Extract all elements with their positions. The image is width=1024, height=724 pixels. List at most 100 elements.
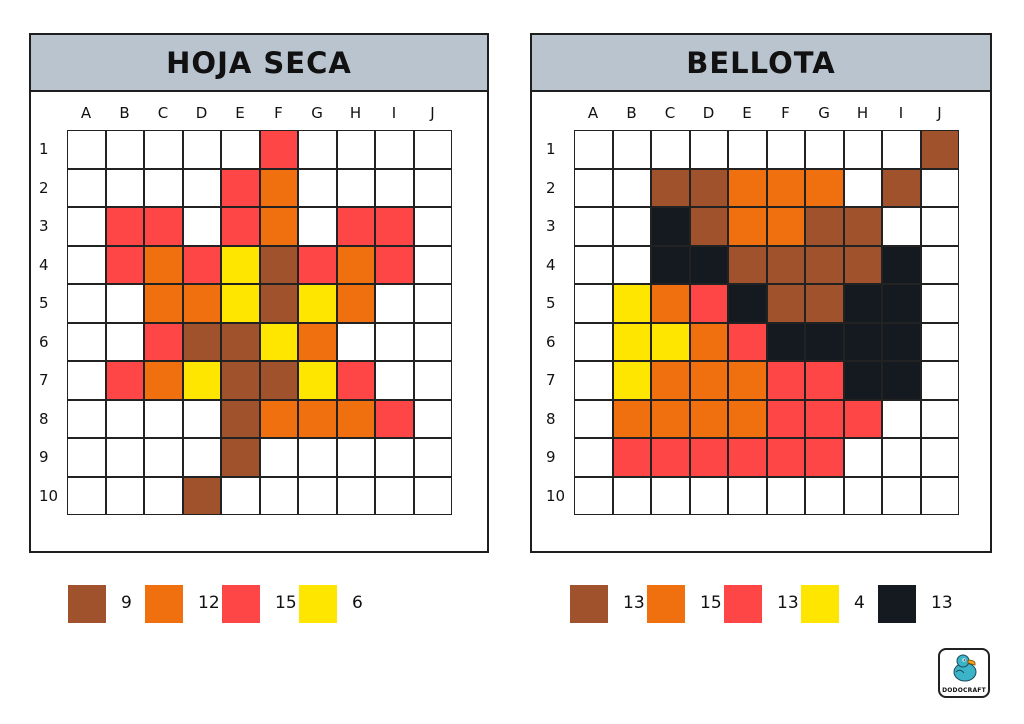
grid-cell xyxy=(612,130,651,169)
grid-cell xyxy=(221,130,260,169)
legend-swatch xyxy=(878,585,916,623)
grid-cell xyxy=(766,168,805,207)
column-label: H xyxy=(349,104,362,122)
grid-cell xyxy=(651,361,690,400)
grid-cell xyxy=(920,284,959,323)
legend-swatch xyxy=(647,585,685,623)
grid-cell xyxy=(574,438,613,477)
row-label: 5 xyxy=(546,294,556,312)
grid-cell xyxy=(882,438,921,477)
grid-cell xyxy=(259,168,298,207)
grid-cell xyxy=(651,322,690,361)
grid-cell xyxy=(728,130,767,169)
grid-cell xyxy=(182,399,221,438)
puzzle-panel-hoja-seca: HOJA SECA A B C D E F G H I J 1 2 3 4 5 6 7 8 9 10 xyxy=(29,33,489,553)
grid-cell xyxy=(689,245,728,284)
row-label: 1 xyxy=(546,140,556,158)
grid-cell xyxy=(689,284,728,323)
grid-cell xyxy=(144,168,183,207)
grid-cell xyxy=(920,361,959,400)
legend-swatch xyxy=(68,585,106,623)
grid-cell xyxy=(182,322,221,361)
grid-cell xyxy=(612,207,651,246)
grid-cell xyxy=(766,207,805,246)
grid-cell xyxy=(728,245,767,284)
grid-cell xyxy=(805,438,844,477)
grid-cell xyxy=(651,399,690,438)
grid-cell xyxy=(766,438,805,477)
grid-cell xyxy=(298,361,337,400)
grid-cell xyxy=(651,207,690,246)
grid-cell xyxy=(843,245,882,284)
grid-cell xyxy=(843,399,882,438)
row-label: 6 xyxy=(546,332,556,351)
grid-cell xyxy=(144,361,183,400)
legend-count: 4 xyxy=(854,593,865,613)
column-label: D xyxy=(702,104,715,122)
grid-cell xyxy=(843,476,882,515)
grid-cell xyxy=(766,284,805,323)
grid-cell xyxy=(882,361,921,400)
grid-cell xyxy=(728,476,767,515)
grid-cell xyxy=(728,438,767,477)
puzzle-panel-bellota: BELLOTA A B C D E F G H I J 1 2 3 4 5 6 7 8 9 10 xyxy=(530,33,992,553)
grid-cell xyxy=(766,399,805,438)
column-label: J xyxy=(937,104,942,122)
grid-cell xyxy=(105,168,144,207)
row-label: 4 xyxy=(546,255,556,274)
grid-cell xyxy=(651,476,690,515)
column-label: F xyxy=(274,104,283,122)
column-label: C xyxy=(157,104,169,122)
grid-cell xyxy=(144,476,183,515)
row-label: 8 xyxy=(39,409,49,428)
puzzle-title: HOJA SECA xyxy=(31,35,487,92)
grid-cell xyxy=(689,361,728,400)
logo-wordmark: DODOCRAFT xyxy=(942,687,986,694)
grid-cell xyxy=(67,322,106,361)
grid-cell xyxy=(574,207,613,246)
legend-count: 9 xyxy=(121,593,132,613)
grid-cell xyxy=(375,322,414,361)
row-label: 9 xyxy=(39,448,49,466)
grid-cell xyxy=(651,284,690,323)
grid-cell xyxy=(805,476,844,515)
grid-cell xyxy=(413,245,452,284)
grid-cell xyxy=(805,322,844,361)
grid-cell xyxy=(574,361,613,400)
grid-cell xyxy=(612,284,651,323)
row-label: 1 xyxy=(39,140,49,158)
grid-cell xyxy=(221,284,260,323)
grid-cell xyxy=(144,284,183,323)
grid-cell xyxy=(920,207,959,246)
grid-cell xyxy=(574,284,613,323)
grid-cell xyxy=(144,438,183,477)
row-label: 3 xyxy=(39,217,49,235)
grid-cell xyxy=(298,168,337,207)
grid-cell xyxy=(413,476,452,515)
grid-cell xyxy=(612,476,651,515)
grid-cell xyxy=(375,168,414,207)
grid-cell xyxy=(105,207,144,246)
grid-cell xyxy=(882,207,921,246)
legend-count: 13 xyxy=(777,593,799,613)
grid-cell xyxy=(182,168,221,207)
grid-cell xyxy=(298,476,337,515)
grid-cell xyxy=(574,168,613,207)
grid-cell xyxy=(105,361,144,400)
grid-cell xyxy=(67,168,106,207)
grid-cell xyxy=(336,130,375,169)
column-label: C xyxy=(664,104,676,122)
column-label: B xyxy=(626,104,637,122)
grid-cell xyxy=(105,245,144,284)
grid-cell xyxy=(221,361,260,400)
column-label: B xyxy=(119,104,130,122)
grid-cell xyxy=(413,168,452,207)
legend-count: 15 xyxy=(275,593,297,613)
grid-cell xyxy=(375,284,414,323)
grid-cell xyxy=(766,130,805,169)
grid-cell xyxy=(144,399,183,438)
row-label: 10 xyxy=(546,486,566,505)
column-label: G xyxy=(818,104,830,122)
grid-cell xyxy=(612,245,651,284)
grid-cell xyxy=(843,130,882,169)
